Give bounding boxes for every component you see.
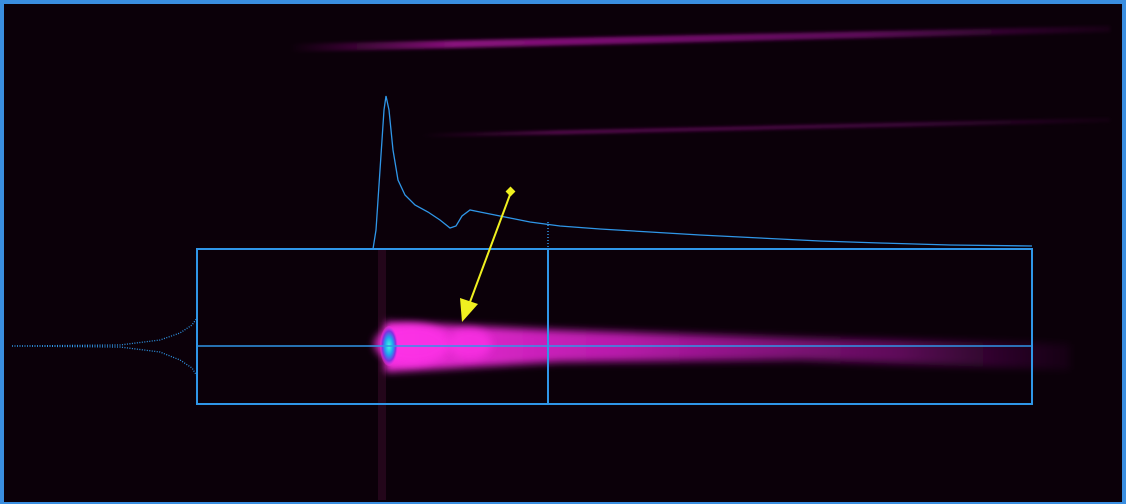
vertical-glow	[378, 250, 386, 500]
beam-plume	[385, 322, 1070, 372]
streak	[420, 118, 1110, 137]
roi-box	[196, 248, 1033, 405]
arrow-head	[460, 298, 478, 322]
arrow-shaft	[469, 191, 512, 303]
vertical-profile	[11, 317, 198, 347]
image-area	[4, 4, 1122, 502]
vertical-profile	[11, 345, 198, 377]
streak	[290, 26, 1110, 52]
roi	[196, 248, 1033, 405]
arrow-handle[interactable]	[505, 186, 516, 197]
beam-lobe	[448, 329, 492, 359]
horizontal-profile	[372, 95, 1033, 250]
